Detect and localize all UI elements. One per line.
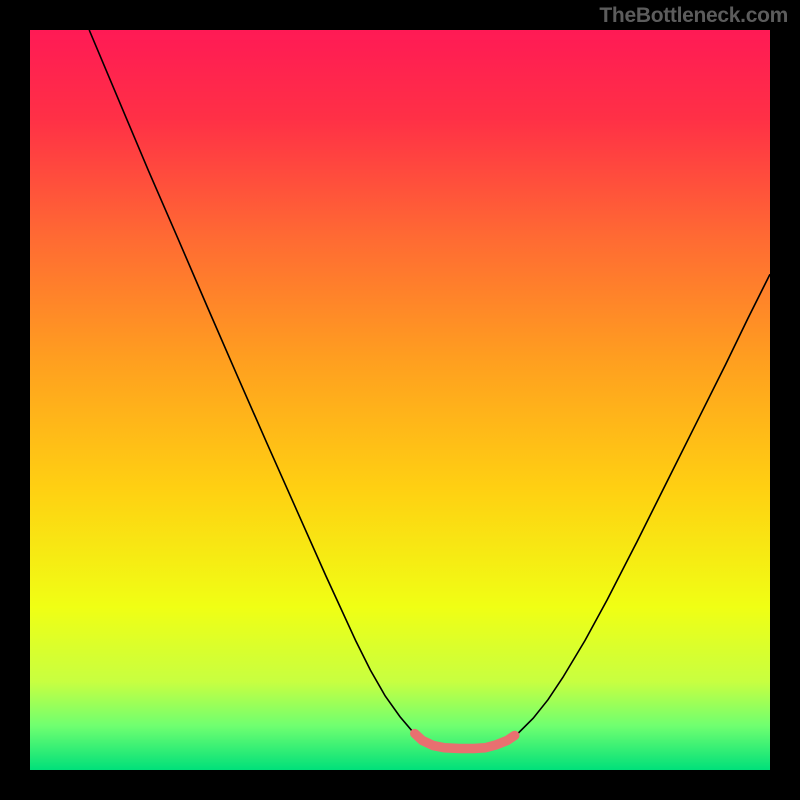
plot-area [30,30,770,770]
chart-container: TheBottleneck.com [0,0,800,800]
chart-svg [30,30,770,770]
watermark-text: TheBottleneck.com [599,4,788,28]
gradient-background [30,30,770,770]
